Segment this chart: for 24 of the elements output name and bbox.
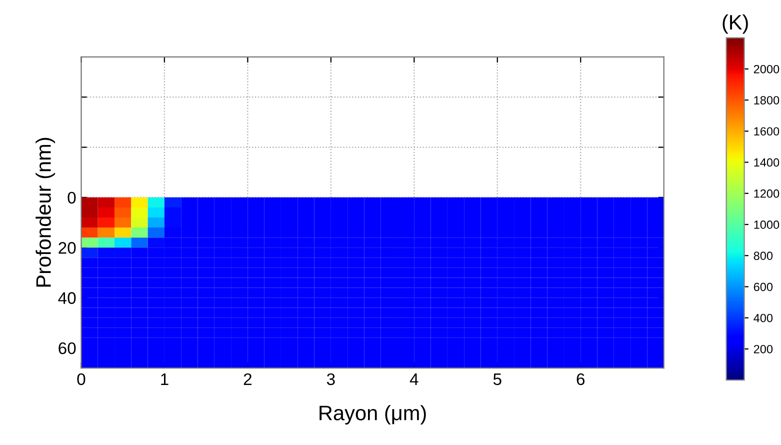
color-bar-label: 200 bbox=[754, 344, 773, 354]
y-tick-label: 60 bbox=[58, 342, 76, 354]
x-tick-label: 0 bbox=[77, 373, 86, 386]
color-bar-label: 400 bbox=[754, 314, 773, 322]
x-tick-label: 3 bbox=[326, 373, 335, 386]
color-bar-label: 1200 bbox=[754, 189, 780, 198]
color-bar-label: 1800 bbox=[754, 96, 780, 104]
x-tick-label: 5 bbox=[493, 373, 502, 386]
color-bar-label: 1000 bbox=[754, 220, 780, 229]
y-tick-label: 20 bbox=[58, 242, 76, 254]
color-bar-label: 800 bbox=[754, 252, 773, 260]
color-bar-title: (K) bbox=[722, 14, 748, 34]
color-bar-label: 1400 bbox=[754, 158, 780, 167]
y-axis-title: Profondeur (nm) bbox=[36, 138, 56, 287]
color-bar-label: 2000 bbox=[754, 64, 780, 74]
x-tick-label: 2 bbox=[244, 373, 252, 385]
color-bar-label: 600 bbox=[754, 282, 773, 292]
x-tick-label: 4 bbox=[410, 373, 418, 385]
y-tick-label: 0 bbox=[68, 192, 76, 204]
y-tick-label: 40 bbox=[58, 292, 76, 304]
x-tick-label: 6 bbox=[576, 373, 585, 386]
x-axis-title: Rayon (μm) bbox=[320, 405, 426, 424]
color-bar-label: 1600 bbox=[754, 127, 780, 136]
x-tick-label: 1 bbox=[161, 373, 168, 385]
